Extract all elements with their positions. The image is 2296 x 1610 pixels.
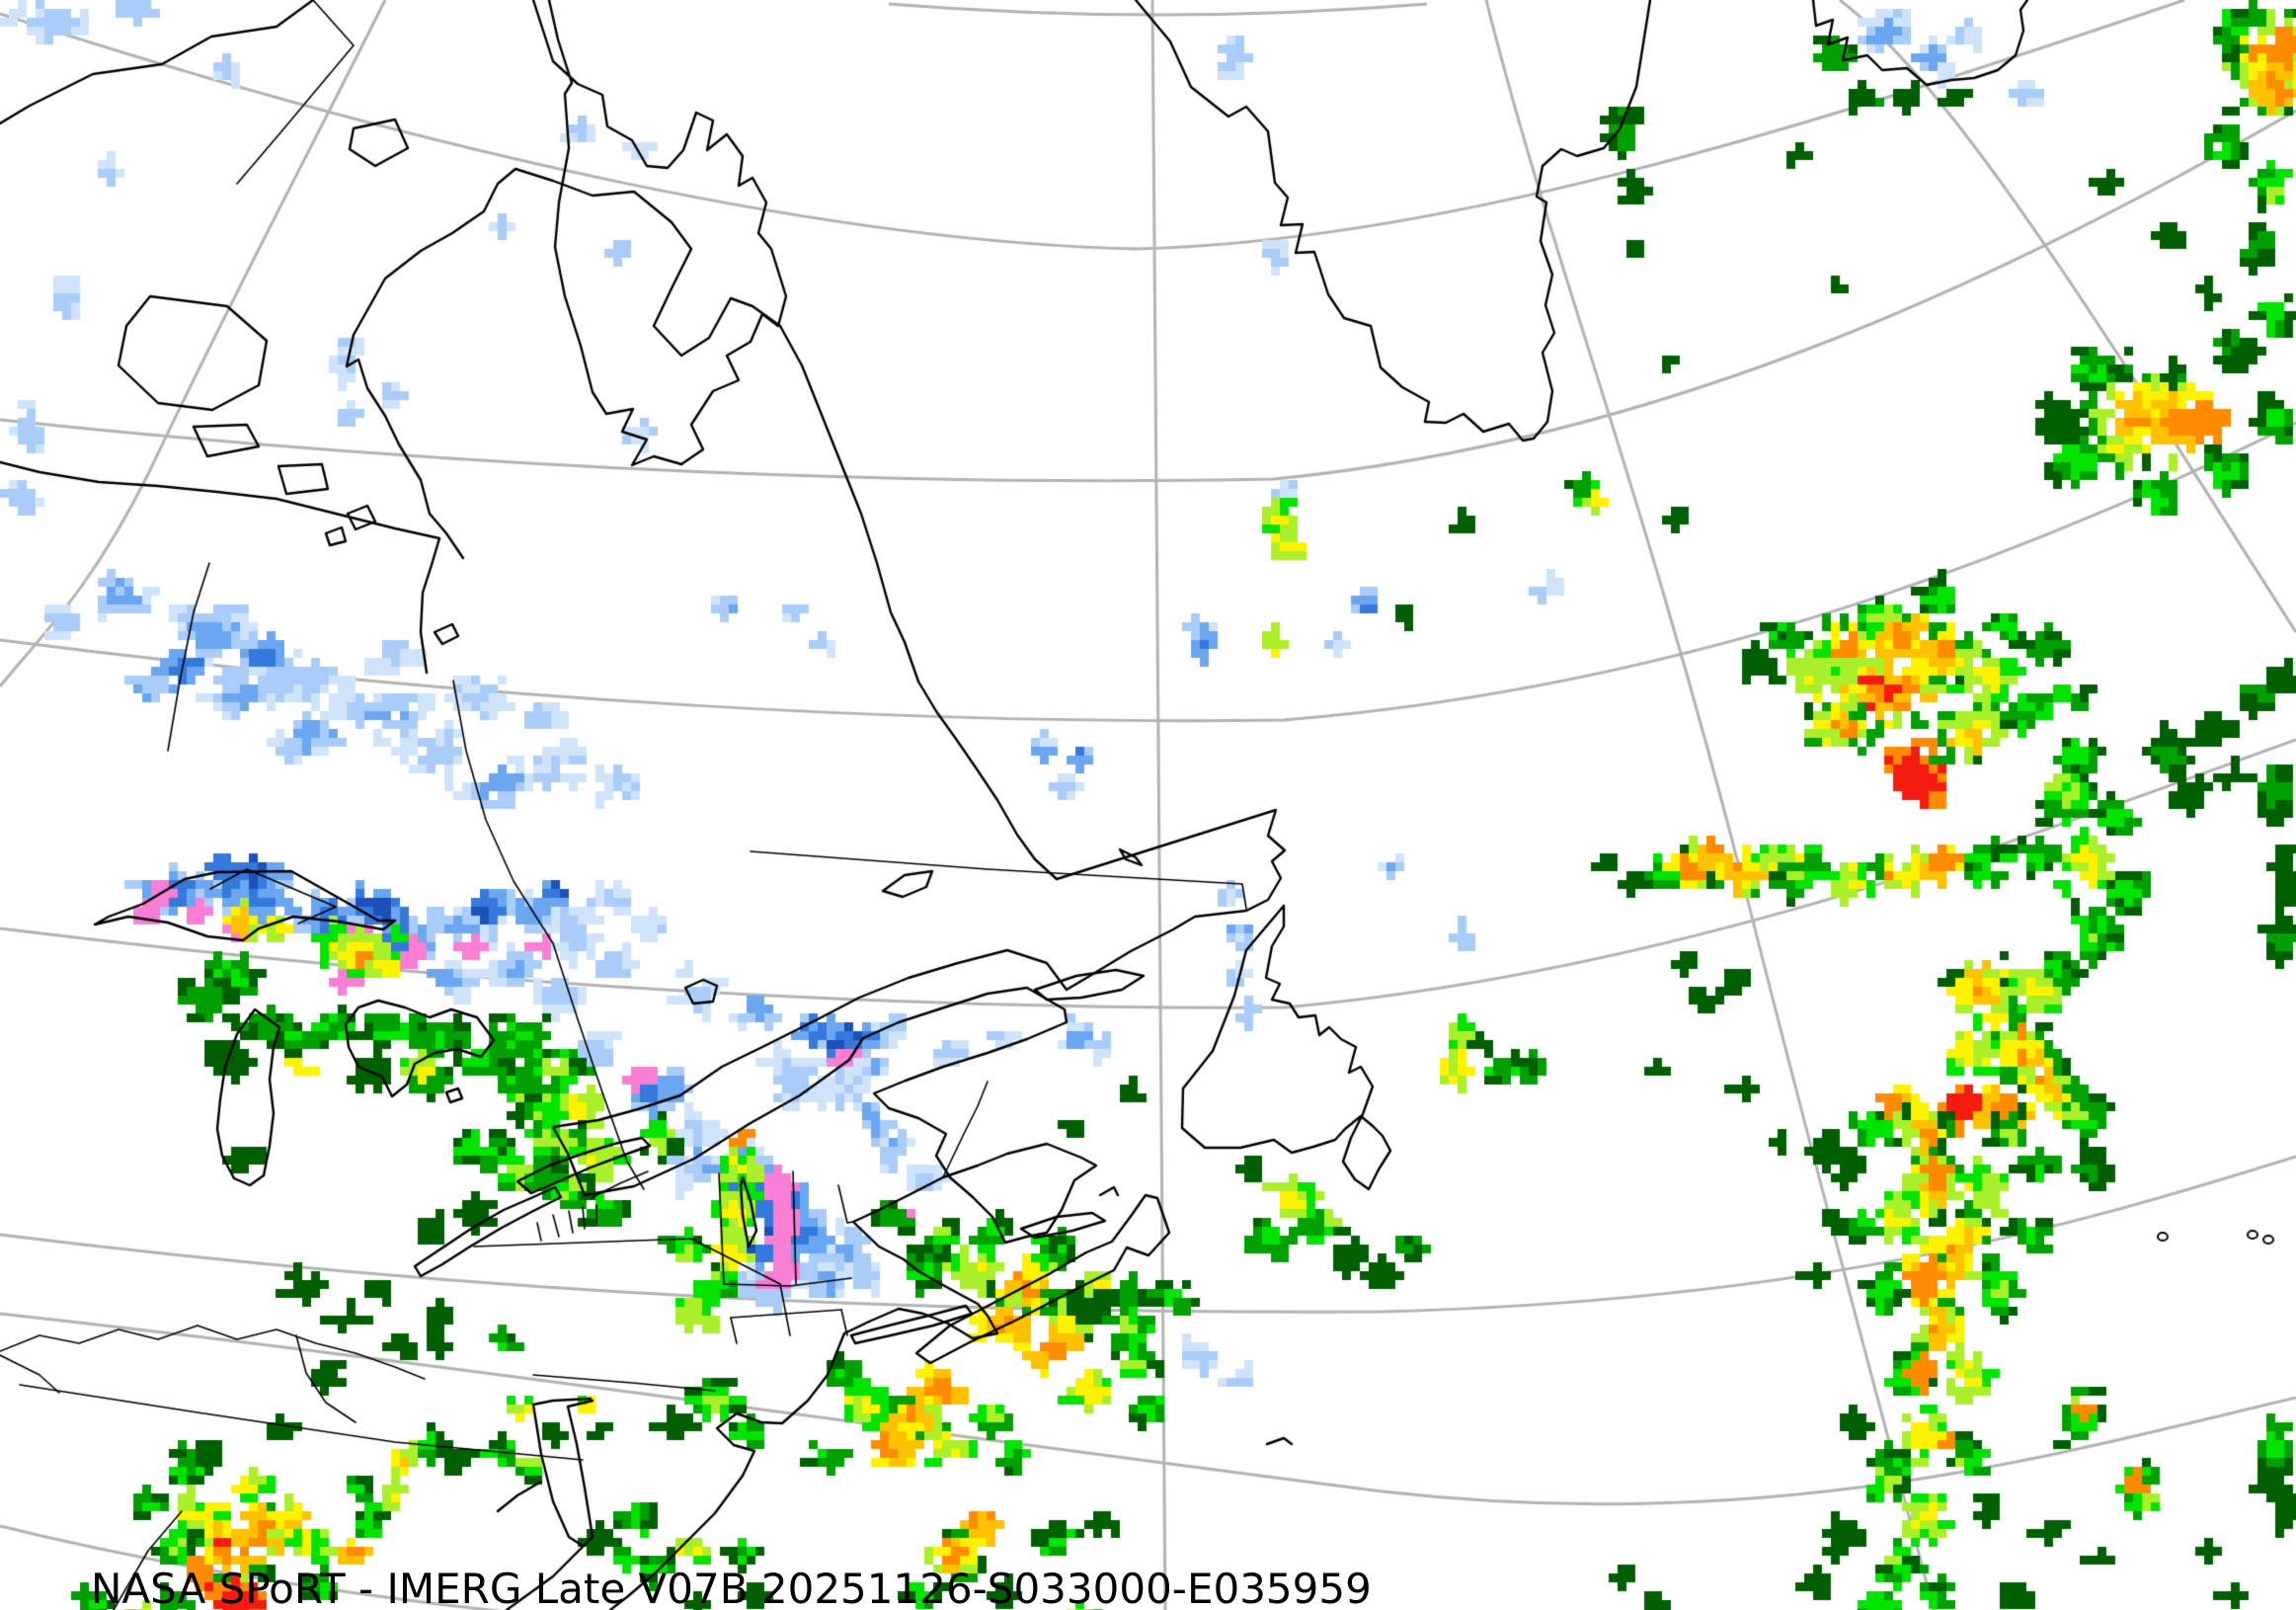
map-caption: NASA SPoRT - IMERG Late V07B 20251126-S0…: [91, 1565, 1372, 1610]
